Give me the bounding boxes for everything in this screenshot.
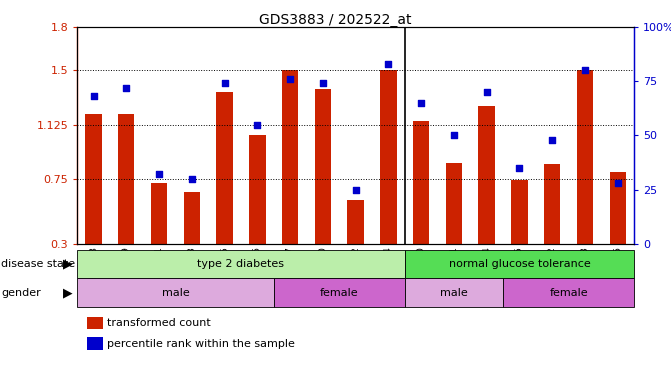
Bar (184, 192, 200, 244)
Bar (77, 250, 405, 278)
Bar (315, 89, 331, 244)
Text: normal glucose tolerance: normal glucose tolerance (448, 259, 590, 269)
Text: transformed count: transformed count (107, 318, 211, 328)
Point (350, 187, 361, 193)
Text: female: female (550, 288, 588, 298)
Point (252, 121, 263, 127)
Point (547, 137, 558, 143)
Point (613, 180, 623, 186)
Point (416, 100, 427, 106)
Text: GDS3883 / 202522_at: GDS3883 / 202522_at (259, 13, 412, 27)
Bar (87, 316, 103, 329)
Bar (274, 278, 405, 307)
Bar (85, 114, 102, 244)
Text: type 2 diabetes: type 2 diabetes (197, 259, 285, 269)
Bar (446, 163, 462, 244)
Text: ▶: ▶ (63, 258, 72, 270)
Bar (405, 278, 503, 307)
Point (481, 89, 492, 95)
Bar (87, 337, 103, 350)
Text: female: female (320, 288, 358, 298)
Bar (413, 121, 429, 244)
Text: percentile rank within the sample: percentile rank within the sample (107, 339, 295, 349)
Text: gender: gender (1, 288, 41, 298)
Bar (503, 278, 634, 307)
Bar (249, 136, 266, 244)
Bar (544, 164, 560, 244)
Bar (77, 278, 274, 307)
Point (121, 84, 132, 91)
Point (187, 176, 197, 182)
Text: ▶: ▶ (63, 286, 72, 299)
Bar (118, 114, 134, 244)
Point (285, 76, 295, 82)
Point (88, 93, 99, 99)
Bar (511, 180, 527, 244)
Bar (577, 70, 593, 244)
Bar (348, 200, 364, 244)
Text: male: male (162, 288, 189, 298)
Point (154, 171, 164, 177)
Bar (282, 70, 299, 244)
Bar (609, 172, 626, 244)
Point (514, 165, 525, 171)
Text: disease state: disease state (1, 259, 75, 269)
Point (580, 67, 590, 73)
Point (219, 80, 230, 86)
Bar (380, 70, 397, 244)
Point (317, 80, 328, 86)
Text: male: male (440, 288, 468, 298)
Bar (405, 250, 634, 278)
Point (383, 61, 394, 67)
Bar (478, 106, 495, 244)
Bar (151, 183, 167, 244)
Point (448, 132, 459, 139)
Bar (216, 92, 233, 244)
